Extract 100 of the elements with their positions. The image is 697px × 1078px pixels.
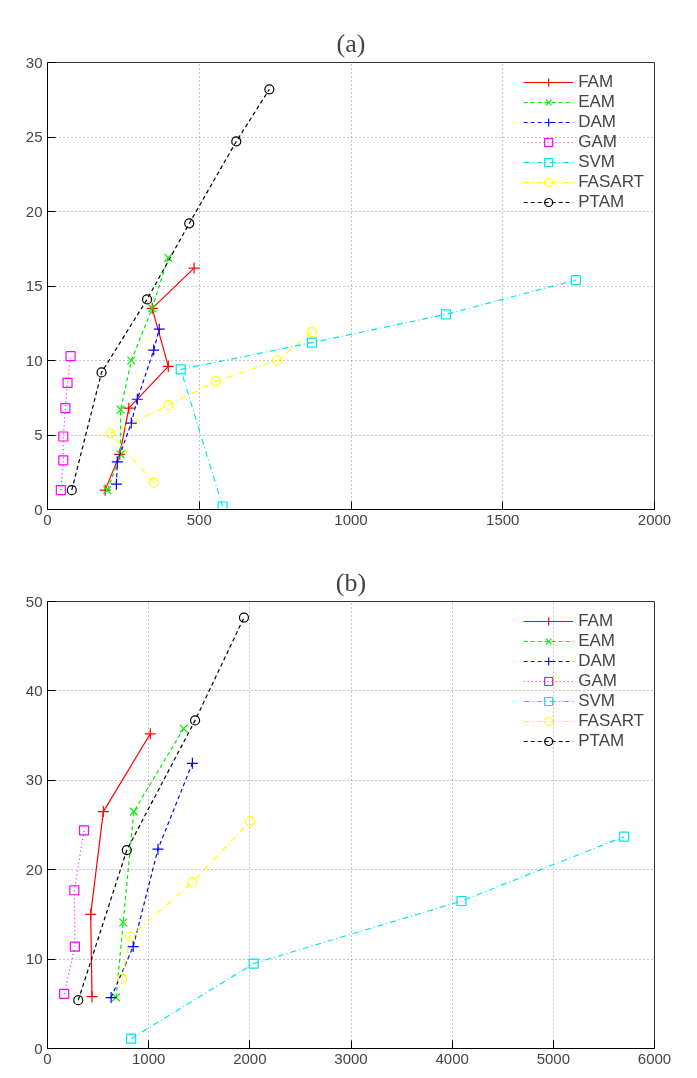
point (58, 455, 69, 466)
x-tick-label: 4000 (435, 1049, 469, 1067)
legend-label: PTAM (578, 731, 625, 751)
point (163, 400, 174, 411)
point (129, 807, 139, 817)
point (153, 323, 166, 336)
point (97, 805, 110, 818)
legend-label: SVM (578, 691, 616, 711)
point (141, 294, 153, 305)
point (96, 367, 107, 378)
x-tick-label: 1500 (486, 510, 520, 528)
legend-label: PTAM (578, 192, 625, 212)
y-tick-label: 10 (25, 950, 43, 968)
y-tick-label: 25 (25, 128, 43, 145)
point (125, 416, 138, 430)
legend-label: DAM (578, 112, 616, 132)
point (121, 844, 132, 856)
point (59, 988, 70, 1000)
legend-label: EAM (578, 92, 616, 112)
x-tick-label: 1000 (131, 1049, 166, 1067)
point (162, 360, 175, 373)
x-tick-label: 6000 (637, 1049, 672, 1067)
point (187, 262, 201, 275)
y-tick-label: 10 (25, 351, 43, 369)
point (238, 612, 250, 623)
point (210, 376, 222, 387)
point (117, 973, 128, 984)
x-tick-label: 500 (186, 510, 212, 528)
point (73, 995, 84, 1006)
point (78, 825, 90, 836)
legend-label: GAM (578, 671, 617, 691)
point (231, 136, 242, 147)
point (69, 941, 81, 952)
legend-label: FAM (578, 611, 614, 631)
point (122, 402, 135, 415)
point (118, 917, 128, 927)
legend-label: FAM (578, 72, 614, 92)
chart-title: (b) (335, 567, 367, 597)
chart-title: (a) (336, 28, 366, 58)
point (131, 393, 144, 406)
legend-label: EAM (578, 631, 616, 651)
point (187, 877, 198, 888)
legend-label: FASART (578, 711, 644, 731)
y-tick-label: 30 (25, 53, 43, 71)
point (66, 485, 77, 496)
point (186, 757, 199, 770)
point (116, 405, 126, 415)
point (456, 895, 467, 907)
point (127, 940, 140, 953)
point (55, 485, 66, 496)
x-tick-label: 5000 (536, 1049, 571, 1067)
point (126, 356, 136, 365)
point (84, 908, 97, 921)
point (105, 991, 118, 1004)
point (125, 931, 136, 942)
y-tick-label: 15 (25, 277, 43, 294)
legend-label: DAM (578, 651, 616, 671)
point (65, 350, 76, 362)
x-tick-label: 2000 (233, 1049, 267, 1067)
point (126, 1033, 137, 1044)
point (144, 727, 157, 740)
point (85, 990, 99, 1003)
legend-label: FASART (578, 172, 644, 192)
point (148, 477, 159, 488)
y-tick-label: 5 (34, 426, 43, 443)
y-tick-label: 50 (25, 592, 43, 610)
point (163, 253, 173, 263)
y-tick-label: 40 (25, 681, 43, 699)
point (60, 403, 71, 414)
point (151, 843, 165, 856)
point (111, 455, 124, 468)
point (272, 355, 283, 366)
point (244, 816, 256, 827)
point (111, 993, 121, 1003)
point (306, 327, 317, 338)
point (110, 478, 123, 491)
point (190, 715, 201, 726)
point (306, 337, 317, 348)
y-tick-label: 20 (25, 860, 43, 878)
x-tick-label: 3000 (334, 1049, 368, 1067)
legend-label: SVM (578, 152, 616, 172)
point (264, 84, 275, 95)
legend-label: GAM (578, 132, 617, 152)
point (175, 364, 186, 375)
point (147, 343, 160, 357)
point (619, 831, 630, 842)
point (217, 501, 228, 510)
y-tick-label: 20 (25, 202, 43, 220)
point (179, 723, 189, 733)
point (248, 958, 259, 969)
point (58, 431, 69, 442)
point (570, 274, 581, 286)
y-tick-label: 30 (25, 771, 43, 789)
point (62, 377, 73, 388)
point (440, 309, 452, 320)
point (105, 428, 116, 439)
x-tick-label: 1000 (334, 510, 368, 528)
point (184, 218, 195, 229)
point (69, 885, 80, 896)
x-tick-label: 2000 (637, 510, 672, 528)
